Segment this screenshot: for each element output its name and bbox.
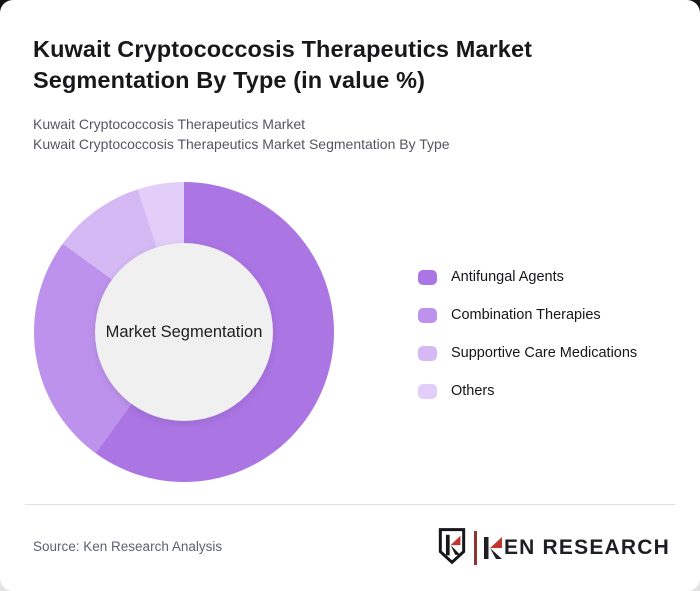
shield-k-icon: [438, 527, 466, 570]
legend-item: Others: [418, 382, 637, 400]
ken-research-logo: EN RESEARCH: [438, 527, 670, 570]
legend-swatch: [418, 269, 437, 285]
legend-swatch: [418, 345, 437, 361]
logo-separator-bar: [474, 531, 477, 565]
legend-label: Combination Therapies: [451, 307, 601, 323]
legend-label: Others: [451, 383, 495, 399]
legend-swatch: [418, 383, 437, 399]
logo-wordmark: EN RESEARCH: [483, 536, 670, 560]
chart-subtitle-2: Kuwait Cryptococcosis Therapeutics Marke…: [33, 136, 450, 152]
footer-divider: [25, 504, 675, 505]
logo-wordmark-text: EN RESEARCH: [503, 536, 670, 559]
legend-label: Antifungal Agents: [451, 269, 564, 285]
donut-center-label: Market Segmentation: [105, 322, 263, 341]
legend-item: Antifungal Agents: [418, 268, 637, 286]
legend: Antifungal Agents Combination Therapies Su…: [418, 268, 637, 400]
donut-hole: Market Segmentation: [95, 243, 273, 421]
source-text: Source: Ken Research Analysis: [33, 539, 223, 554]
chart-subtitle-1: Kuwait Cryptococcosis Therapeutics Marke…: [33, 116, 306, 132]
legend-label: Supportive Care Medications: [451, 345, 638, 361]
chart-title: Kuwait Cryptococcosis Therapeutics Marke…: [33, 36, 533, 93]
logo-k-icon: [483, 537, 502, 559]
chart-subtitles: Kuwait Cryptococcosis Therapeutics Marke…: [33, 114, 450, 154]
legend-item: Combination Therapies: [418, 306, 637, 324]
legend-swatch: [418, 307, 437, 323]
legend-item: Supportive Care Medications: [418, 344, 637, 362]
